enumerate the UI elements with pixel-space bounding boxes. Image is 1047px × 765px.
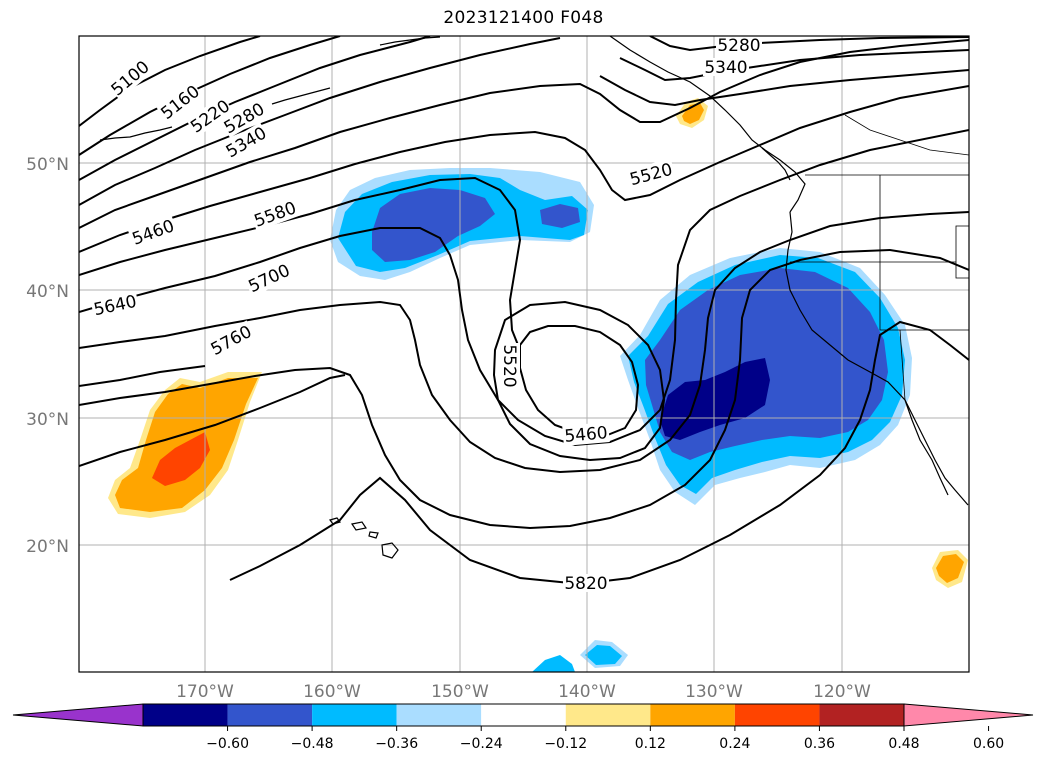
colorbar-tick-label: 0.48 [888,736,919,752]
lon-label: 140°W [558,682,616,702]
lat-label: 20°N [26,537,69,557]
contour-label: 5820 [564,574,607,594]
lon-label: 160°W [303,682,361,702]
lon-label: 120°W [813,682,871,702]
colorbar-segment [819,704,904,726]
coastlines [99,36,969,506]
colorbar-outline [142,703,905,727]
colorbar-tick-label: 0.36 [804,736,835,752]
colorbar-arrow-left [12,703,144,727]
lon-label: 170°W [176,682,234,702]
colorbar-tick-label: 0.60 [973,736,1004,752]
lat-label: 30°N [26,410,69,430]
lon-label: 130°W [685,682,743,702]
latitude-labels: 50°N 40°N 30°N 20°N [26,155,69,557]
longitude-labels: 170°W 160°W 150°W 140°W 130°W 120°W [176,682,871,702]
lon-label: 150°W [431,682,489,702]
colorbar-segment [650,704,735,726]
colorbar-segment [396,704,482,726]
orange-anomaly-west [108,372,262,518]
colorbar-tick-label: 0.12 [635,736,666,752]
colorbar-tick-label: −0.36 [375,736,418,752]
colorbar-segment [481,704,566,726]
colorbar-segment [227,704,313,726]
colorbar-tick-label: −0.60 [206,736,249,752]
colorbar-tick-label: −0.12 [544,736,587,752]
map-title: 2023121400 F048 [443,8,604,28]
colorbar-segment [312,704,397,726]
colorbar-tick-label: −0.24 [460,736,503,752]
colorbar-arrow-right [903,703,1034,727]
colorbar-segment [565,704,651,726]
blue-anomaly-south [532,640,628,672]
map-frame [78,35,970,673]
contour-label: 5460 [564,423,609,447]
colorbar: −0.60 −0.48 −0.36 −0.24 −0.12 0.12 0.24 0.36 0.4… [12,703,1034,752]
colorbar-tick-label: −0.48 [291,736,334,752]
colorbar-tick-label: 0.24 [719,736,750,752]
hawaii-islands [328,517,399,559]
blue-anomaly-north [330,168,594,280]
colorbar-segment [734,704,820,726]
contour-label: 5280 [717,36,760,56]
colorbar-segment [143,704,228,726]
contour-label: 5520 [499,344,519,387]
blue-anomaly-east [620,248,912,505]
gridlines [79,36,969,672]
contour-label: 5340 [704,58,747,78]
lat-label: 50°N [26,155,69,175]
lat-label: 40°N [26,282,69,302]
